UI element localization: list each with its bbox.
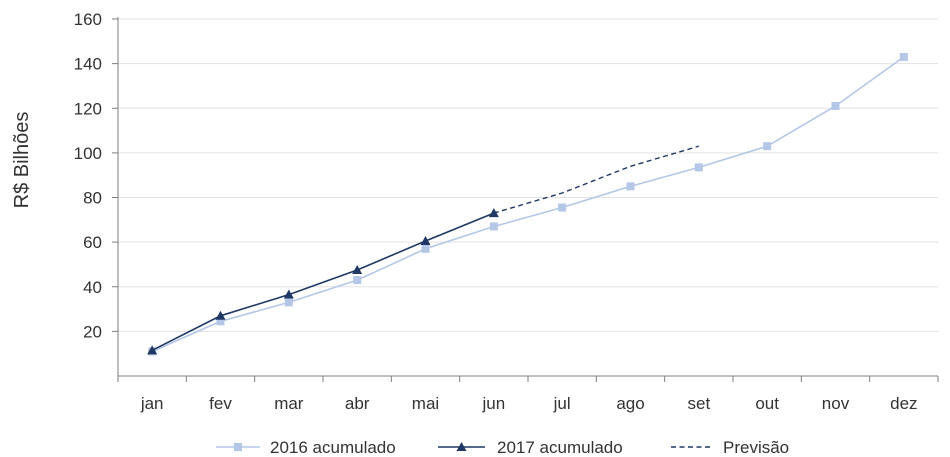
y-tick-label: 80 <box>83 189 102 208</box>
legend-label: Previsão <box>723 438 789 457</box>
data-point <box>421 244 430 253</box>
grid-lines <box>118 18 938 332</box>
series-line <box>151 212 495 352</box>
series-line <box>493 145 699 214</box>
data-point <box>420 236 431 246</box>
data-point <box>489 222 498 231</box>
legend-item: 2016 acumulado <box>216 438 396 457</box>
data-point <box>899 52 908 61</box>
data-point <box>831 102 840 111</box>
legend-label: 2016 acumulado <box>270 438 396 457</box>
x-tick-label: out <box>755 394 779 413</box>
axes <box>112 17 939 382</box>
x-tick-label: mai <box>412 394 439 413</box>
x-tick-label: jan <box>140 394 164 413</box>
x-tick-label: mar <box>274 394 304 413</box>
legend-marker <box>234 443 242 451</box>
data-point <box>352 265 363 275</box>
data-point <box>215 310 226 320</box>
y-tick-labels: 20 40 60 80 100 120 140 160 <box>74 10 102 341</box>
legend-item: Previsão <box>671 438 789 457</box>
legend: 2016 acumulado 2017 acumulado Previsão <box>216 438 789 457</box>
x-tick-label: set <box>687 394 710 413</box>
y-tick-label: 40 <box>83 278 102 297</box>
x-tick-labels: jan fev mar abr mai jun jul ago set out nov dez <box>140 394 918 413</box>
y-tick-label: 100 <box>74 144 102 163</box>
y-tick-label: 60 <box>83 233 102 252</box>
data-point <box>626 182 635 191</box>
x-tick-label: jun <box>481 394 505 413</box>
x-tick-label: fev <box>209 394 232 413</box>
series-line <box>151 56 905 353</box>
series-layer <box>147 52 908 356</box>
legend-marker <box>456 442 467 451</box>
y-tick-label: 120 <box>74 99 102 118</box>
x-tick-label: dez <box>890 394 917 413</box>
legend-item: 2017 acumulado <box>438 438 623 457</box>
x-tick-label: abr <box>345 394 370 413</box>
series-0 <box>148 52 908 356</box>
y-tick-label: 20 <box>83 322 102 341</box>
x-tick-label: nov <box>822 394 850 413</box>
y-axis-title: R$ Bilhões <box>11 112 33 209</box>
data-point <box>558 203 567 212</box>
data-point <box>283 289 294 299</box>
legend-label: 2017 acumulado <box>497 438 623 457</box>
data-point <box>353 276 362 285</box>
x-tick-label: ago <box>616 394 644 413</box>
data-point <box>216 317 225 326</box>
x-tick-label: jul <box>553 394 571 413</box>
series-1 <box>147 208 499 355</box>
y-tick-label: 160 <box>74 10 102 29</box>
data-point <box>147 345 158 355</box>
series-2 <box>493 145 699 214</box>
y-tick-label: 140 <box>74 55 102 74</box>
data-point <box>694 163 703 172</box>
data-point <box>763 142 772 151</box>
data-point <box>284 298 293 307</box>
